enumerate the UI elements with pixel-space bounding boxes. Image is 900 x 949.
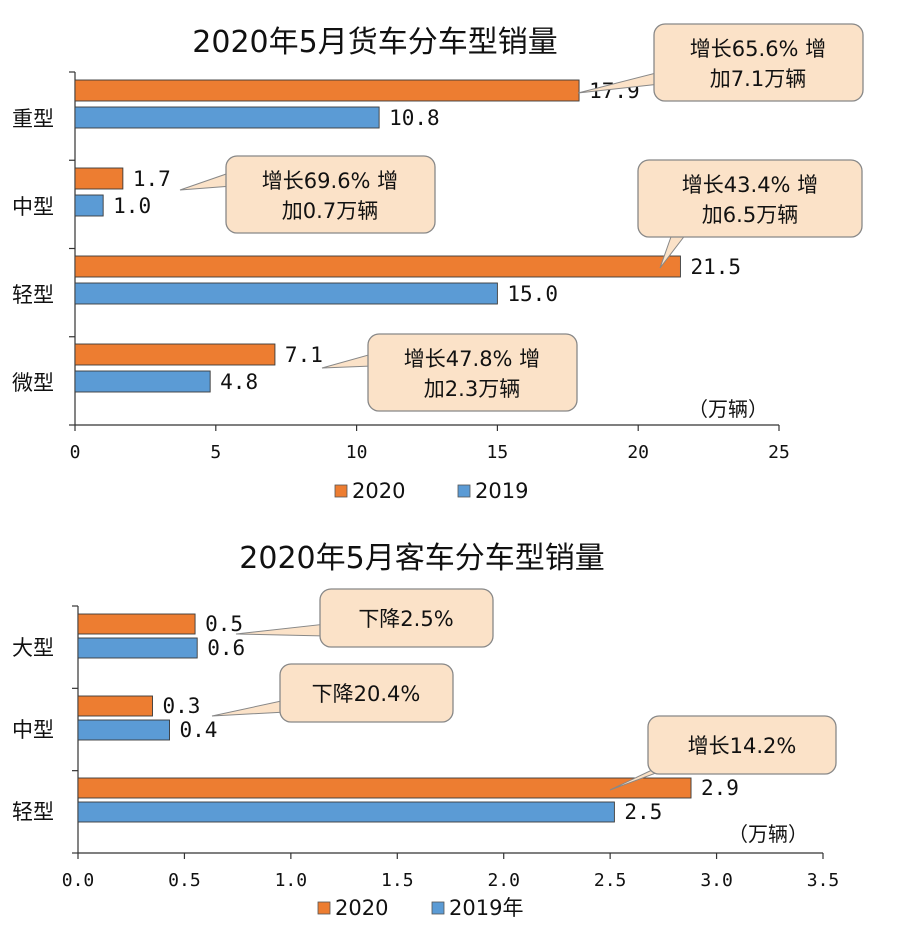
callout-text: 增长47.8% 增 — [404, 347, 540, 371]
callout-text: 增长65.6% 增 — [690, 37, 826, 61]
bus-category-labels: 大型 中型 轻型 — [12, 636, 54, 824]
bus-callout-light: 增长14.2% — [609, 715, 837, 791]
legend-label: 2020 — [335, 896, 388, 920]
bar-2019年-轻型 — [77, 801, 615, 823]
bus-x-ticks: 0.0 0.5 1.0 1.5 2.0 2.5 3.0 3.5 — [62, 870, 840, 891]
x-tick-label: 0.0 — [62, 870, 95, 891]
bar-2020-大型 — [77, 613, 196, 635]
callout-text: 下降2.5% — [358, 607, 453, 631]
value-label: 15.0 — [507, 282, 558, 306]
category-label: 中型 — [12, 718, 54, 742]
bar-2019-微型 — [74, 370, 211, 393]
truck-chart: 2020年5月货车分车型销量 重型 中型 轻型 微型 17.910.81.71.… — [12, 23, 864, 503]
truck-callout-light: 增长43.4% 增 加6.5万辆 — [637, 159, 863, 269]
bus-callout-medium: 下降20.4% — [211, 663, 454, 723]
truck-callout-medium: 增长69.6% 增 加0.7万辆 — [179, 155, 436, 234]
category-label: 中型 — [12, 195, 54, 219]
bar-2020-轻型 — [77, 777, 692, 799]
x-tick-label: 1.5 — [381, 870, 414, 891]
x-tick-label: 0 — [70, 442, 81, 463]
value-label: 0.3 — [163, 694, 201, 718]
legend-label: 2019 — [475, 479, 528, 503]
bus-bars — [77, 613, 692, 823]
category-label: 轻型 — [12, 800, 54, 824]
bus-unit-label: （万辆） — [728, 822, 808, 846]
x-tick-label: 10 — [346, 442, 368, 463]
truck-x-ticks: 0 5 10 15 20 25 — [70, 442, 790, 463]
bar-2020-中型 — [77, 695, 153, 717]
truck-callout-heavy: 增长65.6% 增 加7.1万辆 — [577, 23, 864, 102]
legend-label: 2020 — [352, 479, 405, 503]
truck-legend: 2020 2019 — [334, 479, 528, 503]
value-label: 21.5 — [690, 255, 741, 279]
bar-2020-微型 — [74, 343, 276, 366]
bar-2019-中型 — [74, 194, 104, 217]
callout-text: 增长14.2% — [688, 734, 797, 758]
callout-text: 下降20.4% — [312, 682, 421, 706]
bus-chart-title: 2020年5月客车分车型销量 — [239, 541, 604, 576]
category-label: 轻型 — [12, 283, 54, 307]
truck-callout-mini: 增长47.8% 增 加2.3万辆 — [321, 333, 578, 412]
value-label: 7.1 — [285, 343, 323, 367]
legend-swatch-2020 — [317, 901, 331, 915]
truck-category-labels: 重型 中型 轻型 微型 — [12, 107, 54, 395]
truck-chart-title: 2020年5月货车分车型销量 — [192, 25, 557, 60]
value-label: 4.8 — [220, 370, 258, 394]
truck-value-labels: 17.910.81.71.021.515.07.14.8 — [113, 79, 741, 394]
bar-2019年-中型 — [77, 719, 170, 741]
truck-bars — [74, 79, 681, 393]
callout-text: 加7.1万辆 — [710, 67, 806, 91]
x-tick-label: 20 — [627, 442, 649, 463]
value-label: 1.7 — [133, 167, 171, 191]
x-tick-label: 2.0 — [487, 870, 520, 891]
callout-text: 加0.7万辆 — [282, 199, 378, 223]
bus-value-labels: 0.50.6 0.30.4 2.9 2.5 — [163, 612, 739, 824]
bar-2020-轻型 — [74, 255, 681, 278]
legend-swatch-2019 — [431, 901, 445, 915]
x-tick-label: 0.5 — [168, 870, 201, 891]
value-label: 10.8 — [389, 106, 440, 130]
bar-2019-重型 — [74, 106, 380, 129]
category-label: 微型 — [12, 371, 54, 395]
callout-text: 加6.5万辆 — [702, 203, 798, 227]
bar-2020-重型 — [74, 79, 580, 102]
category-label: 重型 — [12, 107, 54, 131]
value-label: 0.6 — [207, 636, 245, 660]
bus-chart: 2020年5月客车分车型销量 大型 中型 轻型 0.50.60.30.42.92… — [12, 541, 839, 920]
legend-swatch-2019 — [457, 484, 471, 498]
value-label: 0.4 — [180, 718, 218, 742]
x-tick-label: 3.0 — [700, 870, 733, 891]
value-label: 0.5 — [205, 612, 243, 636]
legend-label: 2019年 — [449, 896, 523, 920]
value-label: 2.5 — [624, 800, 662, 824]
callout-text: 增长69.6% 增 — [262, 169, 398, 193]
legend-swatch-2020 — [334, 484, 348, 498]
x-tick-label: 15 — [487, 442, 509, 463]
value-label: 2.9 — [701, 776, 739, 800]
bar-2019年-大型 — [77, 637, 198, 659]
value-label: 1.0 — [113, 194, 151, 218]
callout-text: 增长43.4% 增 — [682, 173, 818, 197]
x-tick-label: 3.5 — [807, 870, 840, 891]
x-tick-label: 2.5 — [594, 870, 627, 891]
bar-2019-轻型 — [74, 282, 498, 305]
truck-chart-axes — [69, 71, 780, 431]
bar-2020-中型 — [74, 167, 124, 190]
bus-callout-large: 下降2.5% — [235, 588, 494, 648]
bus-legend: 2020 2019年 — [317, 896, 523, 920]
x-tick-label: 1.0 — [275, 870, 308, 891]
x-tick-label: 25 — [768, 442, 790, 463]
x-tick-label: 5 — [210, 442, 221, 463]
callout-text: 加2.3万辆 — [424, 377, 520, 401]
truck-unit-label: （万辆） — [688, 397, 768, 421]
category-label: 大型 — [12, 636, 54, 660]
